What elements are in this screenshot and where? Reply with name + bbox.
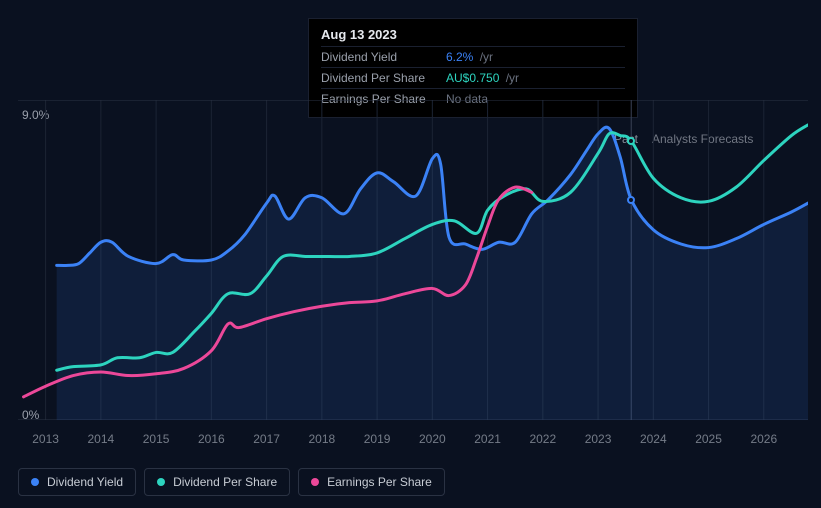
x-tick: 2017 [253,432,280,446]
legend-dot [31,478,39,486]
x-tick: 2015 [143,432,170,446]
tooltip-row-label: Dividend Yield [321,50,446,64]
legend-item-dividend-per-share[interactable]: Dividend Per Share [144,468,290,496]
legend-dot [311,478,319,486]
legend-label: Dividend Per Share [173,475,277,489]
x-tick: 2024 [640,432,667,446]
x-tick: 2025 [695,432,722,446]
x-tick: 2013 [32,432,59,446]
x-tick: 2020 [419,432,446,446]
tooltip-row: Dividend Per ShareAU$0.750 /yr [321,67,625,88]
x-tick: 2023 [585,432,612,446]
x-tick: 2014 [88,432,115,446]
tooltip-row-label: Dividend Per Share [321,71,446,85]
x-axis: 2013 2014 2015 2016 2017 2018 2019 2020 2021 2022… [18,432,788,448]
tooltip-date: Aug 13 2023 [321,27,625,42]
tooltip-row: Dividend Yield6.2% /yr [321,46,625,67]
legend-label: Earnings Per Share [327,475,432,489]
hover-marker [627,137,635,145]
legend-item-earnings-per-share[interactable]: Earnings Per Share [298,468,445,496]
dividend-chart: Aug 13 2023 Dividend Yield6.2% /yrDivide… [0,0,821,508]
tooltip-row-value: AU$0.750 /yr [446,71,519,85]
tooltip-row-value: 6.2% /yr [446,50,493,64]
legend-label: Dividend Yield [47,475,123,489]
legend-dot [157,478,165,486]
x-tick: 2022 [529,432,556,446]
hover-marker [627,196,635,204]
x-tick: 2021 [474,432,501,446]
x-tick: 2016 [198,432,225,446]
legend-item-dividend-yield[interactable]: Dividend Yield [18,468,136,496]
x-tick: 2026 [750,432,777,446]
x-tick: 2018 [308,432,335,446]
x-tick: 2019 [364,432,391,446]
chart-plot-area[interactable] [18,100,808,420]
chart-legend: Dividend Yield Dividend Per Share Earnings… [18,468,445,496]
